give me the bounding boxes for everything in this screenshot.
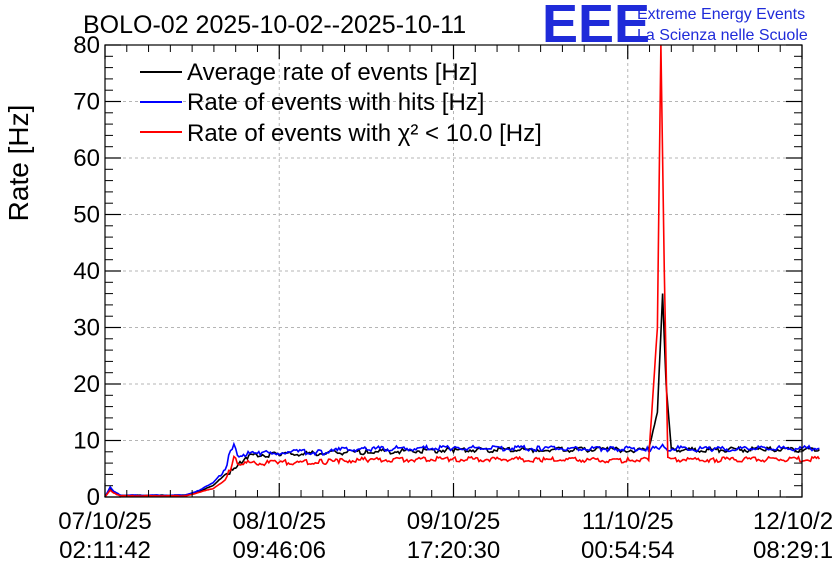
logo-line-2: La Scienza nelle Scuole — [637, 27, 808, 44]
series-line-1 — [104, 441, 820, 498]
legend-label-average: Average rate of events [Hz] — [187, 59, 477, 86]
x-tick-label-time: 00:54:54 — [581, 537, 674, 564]
y-tick-label: 20 — [73, 371, 100, 398]
x-tick-label-time: 02:11:42 — [59, 537, 151, 564]
x-tick-label-date: 08/10/25 — [233, 508, 326, 535]
series-line-0 — [104, 293, 820, 498]
axes — [104, 44, 803, 498]
x-tick-label-time: 17:20:30 — [407, 537, 500, 564]
logo-line-1: Extreme Energy Events — [637, 6, 805, 23]
y-tick-label: 10 — [73, 428, 100, 455]
legend-label-hits: Rate of events with hits [Hz] — [187, 89, 484, 116]
logo-mark: EEE — [542, 0, 650, 54]
x-tick-label-date: 12/10/2 — [753, 508, 833, 535]
x-tick-label-date: 07/10/25 — [58, 508, 151, 535]
legend-label-chi2: Rate of events with χ² < 10.0 [Hz] — [187, 120, 542, 147]
x-tick-label-date: 09/10/25 — [407, 508, 500, 535]
y-tick-label: 0 — [87, 484, 100, 511]
y-tick-label: 40 — [73, 258, 100, 285]
series-line-2 — [104, 44, 821, 498]
chart-title: BOLO-02 2025-10-02--2025-10-11 — [83, 11, 466, 39]
x-tick-label-time: 08:29:1 — [753, 537, 833, 564]
y-axis-label: Rate [Hz] — [3, 105, 34, 222]
series-layer — [104, 44, 821, 498]
eee-logo: EEE Extreme Energy Events La Scienza nel… — [542, 0, 808, 54]
grid — [105, 45, 802, 497]
y-tick-label: 80 — [73, 32, 100, 59]
y-tick-label: 70 — [73, 89, 100, 116]
y-tick-label: 30 — [73, 315, 100, 342]
y-tick-label: 60 — [73, 145, 100, 172]
x-tick-label-date: 11/10/25 — [582, 508, 674, 535]
y-tick-label: 50 — [73, 202, 100, 229]
x-tick-label-time: 09:46:06 — [233, 537, 326, 564]
legend: Average rate of events [Hz] Rate of even… — [140, 59, 542, 147]
